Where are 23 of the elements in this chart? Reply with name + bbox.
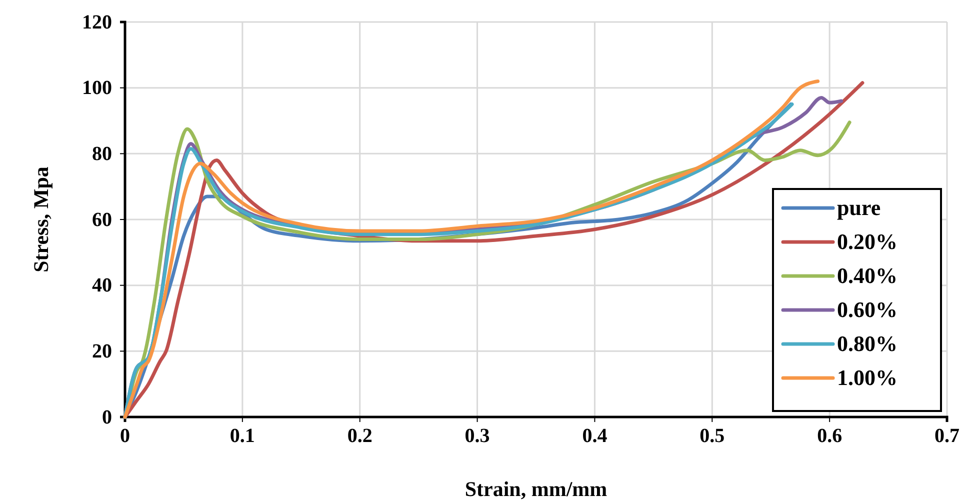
x-tick-label: 0.7 (934, 425, 960, 448)
x-tick-label: 0.4 (582, 425, 608, 448)
x-tick-label: 0.1 (230, 425, 255, 448)
x-tick-label: 0.2 (347, 425, 372, 448)
x-axis-title: Strain, mm/mm (464, 477, 608, 501)
y-tick-label: 100 (82, 77, 112, 100)
y-axis-title: Stress, Mpa (29, 166, 53, 272)
y-tick-label: 80 (92, 143, 112, 166)
legend-label: pure (837, 195, 881, 220)
x-tick-label: 0.3 (464, 425, 490, 448)
y-tick-label: 40 (92, 274, 112, 297)
legend-label: 1.00% (837, 365, 898, 390)
legend-label: 0.40% (837, 263, 898, 288)
y-tick-label: 120 (82, 11, 112, 34)
x-tick-label: 0.5 (700, 425, 725, 448)
legend-label: 0.80% (837, 331, 898, 356)
x-tick-label: 0 (120, 425, 130, 448)
legend-label: 0.60% (837, 297, 898, 322)
x-tick-label: 0.6 (817, 425, 842, 448)
y-tick-label: 0 (102, 406, 112, 428)
legend-label: 0.20% (837, 229, 898, 254)
y-tick-label: 20 (92, 340, 112, 363)
y-tick-label: 60 (92, 208, 112, 231)
